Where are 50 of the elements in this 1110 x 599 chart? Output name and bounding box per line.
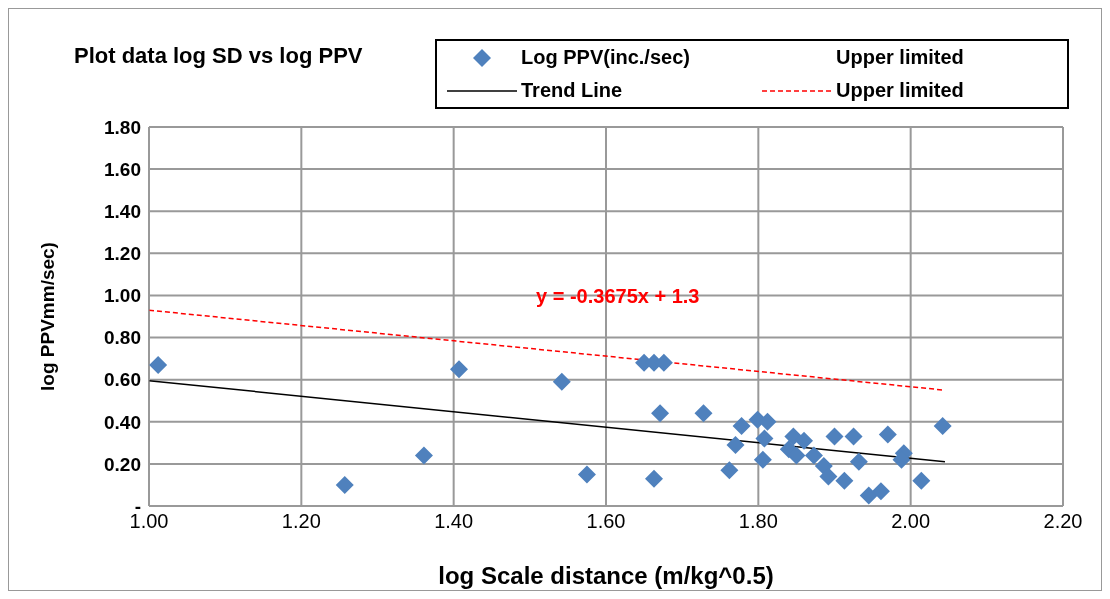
x-tick-label: 2.20 [1043,510,1083,533]
point [933,416,952,435]
y-tick-label: 0.20 [104,453,141,475]
legend-label: Trend Line [521,79,623,102]
point [577,465,596,484]
point [878,425,897,444]
point [804,446,823,465]
x-tick-label: 1.80 [738,510,778,533]
point [787,446,806,465]
legend-label: Upper limited [836,79,964,102]
point [414,446,433,465]
point [335,475,354,494]
point [644,469,663,488]
point [753,450,772,469]
y-tick-label: 1.00 [104,285,141,307]
point [694,404,713,423]
point [720,461,739,480]
point [844,427,863,446]
point [149,355,168,374]
x-tick-label: 2.00 [891,510,931,533]
y-tick-label: 1.20 [104,243,141,265]
point [726,435,745,454]
point [871,482,890,501]
point [552,372,571,391]
y-tick-label: 0.60 [104,369,141,391]
y-tick-label: 0.40 [104,411,141,433]
x-tick-label: 1.20 [281,510,321,533]
point [849,452,868,471]
point [651,404,670,423]
point [819,467,838,486]
point [755,429,774,448]
x-axis-title: log Scale distance (m/kg^0.5) [438,562,774,589]
point [859,486,878,505]
y-tick-label: 1.60 [104,158,141,180]
point [732,416,751,435]
point [835,471,854,490]
text: Upper limited [835,45,965,70]
legend-label: Log PPV(inc./sec) [521,46,690,69]
point [825,427,844,446]
point [450,360,468,379]
x-tick-label: 1.40 [434,510,474,533]
x-tick-label: 1.60 [586,510,626,533]
y-tick-label: 1.80 [104,116,141,138]
point [795,431,814,450]
y-axis-title: log PPVmm/sec) [36,242,58,391]
annotation: y = -0.3675x + 1.3 [536,285,700,308]
chart-title: Plot data log SD vs log PPV [74,43,363,69]
point [912,471,931,490]
y-tick-label: 1.40 [104,200,141,222]
y-tick-label: 0.80 [104,327,141,349]
